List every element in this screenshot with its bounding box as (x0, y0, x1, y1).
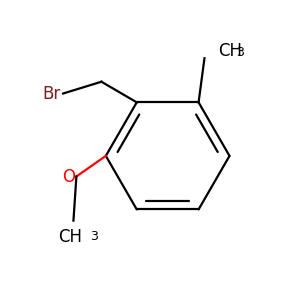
Text: Br: Br (42, 85, 60, 103)
Text: O: O (62, 167, 76, 185)
Text: CH: CH (218, 42, 242, 60)
Text: 3: 3 (90, 230, 98, 242)
Text: 3: 3 (236, 46, 244, 59)
Text: CH: CH (58, 228, 82, 246)
